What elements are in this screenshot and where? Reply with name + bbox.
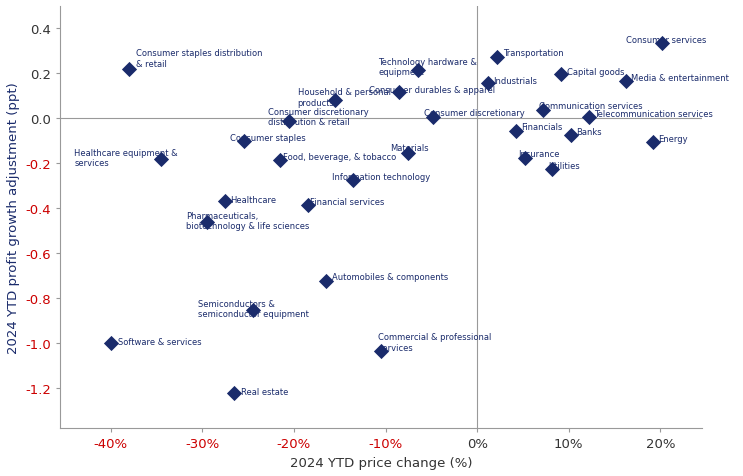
Text: Financials: Financials	[521, 123, 562, 132]
Text: Healthcare equipment &
services: Healthcare equipment & services	[74, 149, 178, 168]
Text: Transportation: Transportation	[503, 49, 563, 58]
Text: Communication services: Communication services	[539, 102, 643, 111]
Text: Media & entertainment: Media & entertainment	[631, 74, 729, 83]
Point	[201, 218, 213, 226]
Point	[283, 118, 295, 125]
Point	[320, 278, 332, 286]
Point	[546, 166, 558, 173]
Text: Banks: Banks	[576, 128, 602, 137]
Text: Industrials: Industrials	[493, 77, 538, 86]
Point	[565, 132, 577, 139]
Point	[274, 157, 286, 164]
Text: Software & services: Software & services	[118, 338, 202, 347]
Point	[537, 107, 549, 114]
Y-axis label: 2024 YTD profit growth adjustment (ppt): 2024 YTD profit growth adjustment (ppt)	[7, 82, 20, 353]
Point	[510, 128, 522, 135]
Text: Pharmaceuticals,
biotechnology & life sciences: Pharmaceuticals, biotechnology & life sc…	[186, 211, 309, 231]
Point	[155, 156, 167, 163]
Text: Food, beverage, & tobacco: Food, beverage, & tobacco	[283, 153, 396, 162]
Text: Consumer services: Consumer services	[626, 36, 706, 45]
Point	[482, 80, 494, 88]
Text: Healthcare: Healthcare	[230, 195, 276, 204]
Point	[375, 347, 387, 355]
X-axis label: 2024 YTD price change (%): 2024 YTD price change (%)	[290, 456, 473, 469]
Text: Commercial & professional
services: Commercial & professional services	[378, 333, 492, 352]
Text: Materials: Materials	[390, 144, 429, 153]
Text: Consumer discretionary: Consumer discretionary	[424, 109, 525, 118]
Text: Consumer staples distribution
& retail: Consumer staples distribution & retail	[137, 49, 263, 69]
Point	[348, 177, 360, 185]
Text: Automobiles & components: Automobiles & components	[332, 273, 449, 282]
Text: Household & personal
products: Household & personal products	[298, 88, 391, 108]
Text: Technology hardware &
equipment: Technology hardware & equipment	[378, 58, 477, 77]
Point	[403, 150, 415, 158]
Point	[247, 307, 259, 315]
Point	[519, 155, 531, 162]
Text: Real estate: Real estate	[241, 387, 288, 396]
Point	[105, 339, 117, 347]
Point	[427, 114, 439, 122]
Point	[302, 202, 314, 209]
Text: Consumer staples: Consumer staples	[230, 134, 305, 143]
Point	[238, 138, 250, 145]
Point	[491, 54, 503, 61]
Point	[620, 78, 632, 85]
Text: Financial services: Financial services	[311, 198, 385, 207]
Point	[412, 67, 424, 75]
Point	[393, 89, 405, 97]
Point	[229, 389, 241, 397]
Text: Energy: Energy	[658, 134, 688, 143]
Point	[556, 71, 568, 79]
Text: Consumer durables & apparel: Consumer durables & apparel	[369, 85, 495, 94]
Point	[647, 139, 659, 147]
Text: Information technology: Information technology	[332, 172, 431, 181]
Point	[219, 198, 231, 206]
Point	[656, 40, 668, 48]
Text: Utilities: Utilities	[548, 161, 580, 170]
Text: Insurance: Insurance	[519, 150, 559, 159]
Point	[329, 97, 341, 105]
Text: Telecommunication services: Telecommunication services	[594, 109, 713, 119]
Point	[123, 66, 135, 73]
Text: Consumer discretionary
distribution & retail: Consumer discretionary distribution & re…	[268, 108, 369, 127]
Text: Semiconductors &
semiconductor equipment: Semiconductors & semiconductor equipment	[198, 299, 308, 318]
Text: Capital goods: Capital goods	[567, 68, 624, 77]
Point	[583, 114, 595, 122]
